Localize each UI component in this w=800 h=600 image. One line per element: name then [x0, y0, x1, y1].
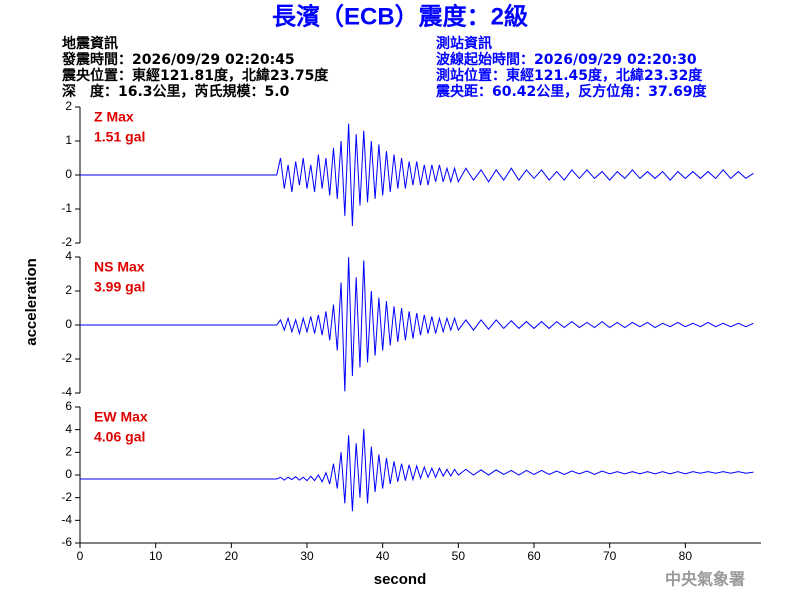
x-tick-label: 20 [225, 549, 239, 563]
y-tick-label: -2 [61, 235, 72, 249]
y-tick-label: 4 [65, 249, 72, 263]
info-left: 震央位置：東經121.81度，北緯23.75度 [61, 67, 329, 84]
y-tick-label: 0 [65, 167, 72, 181]
component-label: Z Max [94, 109, 134, 125]
x-tick-label: 0 [77, 549, 84, 563]
info-right: 波線起始時間：2026/09/29 02:20:30 [436, 51, 697, 68]
max-label: 4.06 gal [94, 429, 145, 445]
y-tick-label: 6 [65, 399, 72, 413]
max-label: 3.99 gal [94, 279, 145, 295]
info-right: 震央距：60.42公里，反方位角：37.69度 [435, 83, 708, 100]
y-tick-label: -2 [61, 351, 72, 365]
info-left: 發震時間：2026/09/29 02:20:45 [61, 51, 295, 68]
waveform [80, 257, 754, 392]
component-label: NS Max [94, 259, 145, 275]
y-tick-label: 2 [65, 99, 72, 113]
x-tick-label: 60 [527, 549, 541, 563]
x-axis-label: second [374, 571, 427, 588]
info-right: 測站資訊 [436, 35, 492, 52]
x-tick-label: 50 [452, 549, 466, 563]
info-left: 深 度：16.3公里，芮氏規模：5.0 [62, 83, 290, 100]
info-right: 測站位置：東經121.45度，北緯23.32度 [436, 67, 703, 84]
y-tick-label: 0 [65, 317, 72, 331]
x-tick-label: 40 [376, 549, 390, 563]
footer: 中央氣象署 [665, 570, 745, 589]
waveform [80, 428, 754, 512]
component-label: EW Max [94, 409, 148, 425]
y-tick-label: 1 [65, 133, 72, 147]
max-label: 1.51 gal [94, 129, 145, 145]
x-tick-label: 10 [149, 549, 163, 563]
y-tick-label: -2 [61, 490, 72, 504]
y-tick-label: 2 [65, 445, 72, 459]
y-tick-label: -1 [61, 201, 72, 215]
x-tick-label: 80 [679, 549, 693, 563]
y-tick-label: -6 [61, 535, 72, 549]
x-tick-label: 70 [603, 549, 617, 563]
y-tick-label: 0 [65, 467, 72, 481]
y-tick-label: -4 [61, 385, 72, 399]
y-tick-label: 4 [65, 422, 72, 436]
title: 長濱（ECB）震度：2級 [272, 2, 528, 30]
x-tick-label: 30 [300, 549, 314, 563]
y-tick-label: 2 [65, 283, 72, 297]
y-tick-label: -4 [61, 513, 72, 527]
waveform [80, 123, 754, 227]
info-left: 地震資訊 [62, 35, 118, 52]
y-axis-label: acceleration [23, 258, 40, 346]
